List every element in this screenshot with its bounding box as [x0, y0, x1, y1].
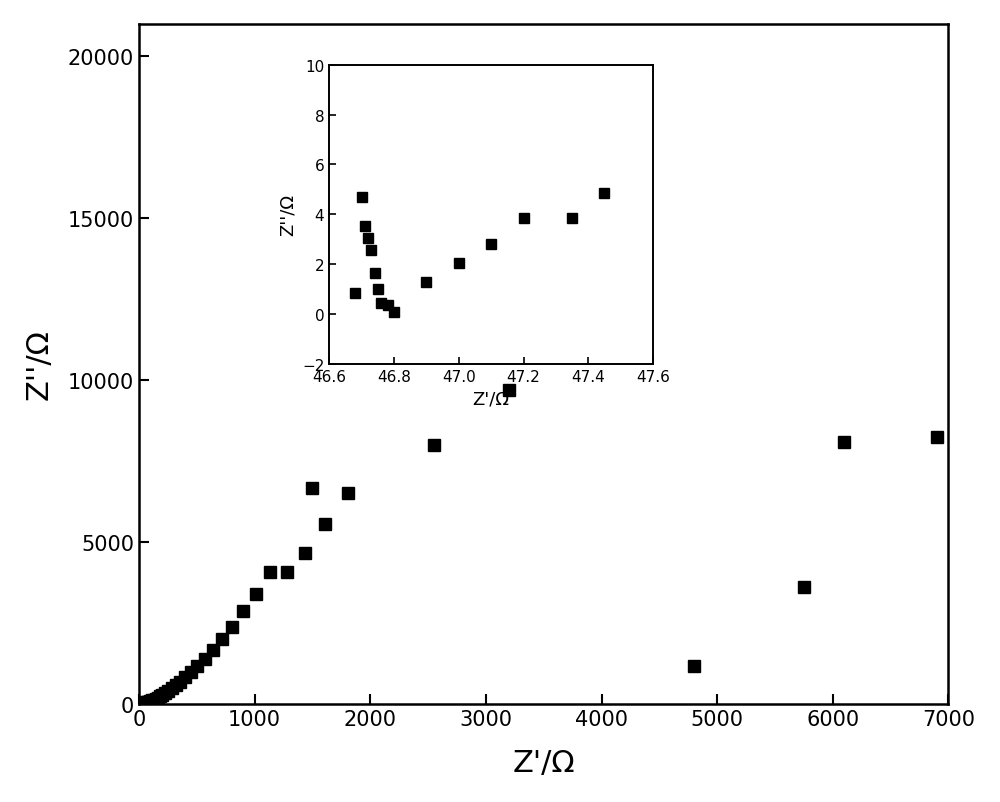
Y-axis label: Z''/Ω: Z''/Ω	[25, 329, 54, 399]
Y-axis label: Z''/Ω: Z''/Ω	[278, 194, 296, 236]
X-axis label: Z'/Ω: Z'/Ω	[473, 390, 510, 407]
X-axis label: Z'/Ω: Z'/Ω	[512, 748, 575, 777]
